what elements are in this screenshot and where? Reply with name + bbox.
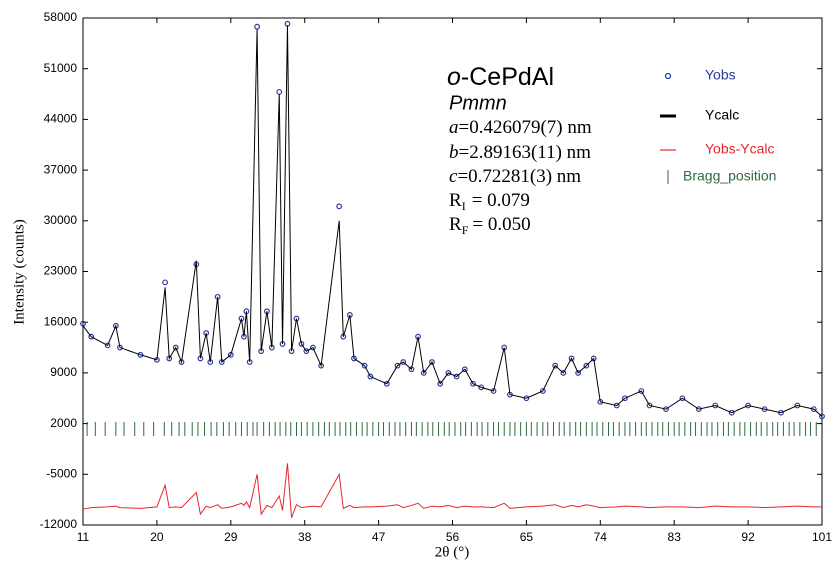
x-tick-label: 74 [594, 530, 608, 544]
symbol: c [449, 166, 458, 187]
space-group: Pmmn [449, 92, 507, 114]
symbol: b [449, 142, 459, 163]
obs-point [437, 380, 444, 387]
obs-point [638, 388, 645, 394]
x-tick-label: 101 [812, 530, 832, 544]
lattice-b: b=2.89163(11) nm [449, 142, 591, 163]
y-tick-label: -12000 [40, 517, 78, 531]
obs-point [394, 362, 401, 369]
obs-point [383, 380, 390, 387]
obs-point [461, 366, 468, 373]
legend-label: Ycalc [705, 107, 739, 123]
obs-point [310, 344, 316, 351]
lattice-a: a=0.426079(7) nm [449, 117, 592, 138]
value: = 0.050 [472, 214, 530, 235]
base: R [449, 190, 462, 211]
obs-point [303, 348, 310, 355]
y-tick-label: 44000 [44, 112, 78, 126]
y-axis-label: Intensity (counts) [11, 219, 27, 324]
legend-marker [664, 72, 672, 80]
obs-point [254, 23, 260, 30]
value: =2.89163(11) nm [459, 142, 592, 163]
obs-point [88, 333, 95, 340]
x-tick-label: 47 [372, 530, 386, 544]
obs-point [622, 395, 628, 402]
obs-point [336, 203, 343, 210]
obs-point [552, 362, 559, 369]
value: =0.426079(7) nm [459, 117, 592, 138]
y-tick-label: 58000 [44, 10, 78, 24]
x-tick-label: 38 [298, 530, 312, 544]
obs-point [583, 362, 590, 369]
base: R [449, 214, 462, 235]
series-line [82, 25, 823, 417]
obs-point [104, 342, 111, 349]
lattice-c: c=0.72281(3) nm [449, 166, 581, 187]
y-tick-label: 30000 [44, 213, 78, 227]
obs-point [367, 373, 374, 380]
obs-point [819, 413, 825, 420]
obs-point [429, 359, 435, 365]
compound-prefix: o [447, 63, 461, 91]
value: =0.72281(3) nm [457, 166, 581, 187]
y-tick-label: 16000 [44, 314, 78, 328]
obs-point [470, 380, 476, 387]
x-tick-label: 65 [520, 530, 534, 544]
legend-label: Bragg_position [683, 168, 776, 184]
y-tick-label: 2000 [50, 416, 77, 430]
obs-point [539, 388, 546, 394]
r-i: RI = 0.079 [449, 190, 530, 212]
obs-point [453, 373, 460, 380]
compound-name: -CePdAl [461, 63, 554, 91]
legend-label: Yobs [705, 67, 736, 83]
obs-point [227, 351, 234, 358]
x-tick-label: 83 [668, 530, 682, 544]
x-tick-label: 56 [446, 530, 460, 544]
legend-item: Yobs-Ycalc [660, 141, 775, 157]
compound-label: o-CePdAl [447, 63, 554, 91]
obs-point [568, 355, 575, 362]
legend-item: Ycalc [660, 107, 739, 123]
obs-point [575, 370, 582, 376]
obs-point [400, 359, 407, 365]
x-tick-label: 11 [77, 530, 90, 544]
obs-point [490, 388, 497, 394]
y-tick-label: 37000 [44, 162, 78, 176]
obs-point [445, 370, 452, 376]
legend-label: Yobs-Ycalc [705, 141, 775, 157]
obs-point [478, 384, 485, 391]
sub: F [462, 223, 469, 237]
obs-point [679, 395, 686, 402]
x-axis-label: 2θ (°) [435, 544, 469, 560]
legend-item: Bragg_position [667, 168, 776, 184]
r-f: RF = 0.050 [449, 214, 531, 236]
sub: I [462, 199, 466, 213]
obs-point [560, 370, 567, 376]
x-tick-label: 92 [741, 530, 755, 544]
obs-point [361, 362, 368, 369]
obs-point [276, 88, 283, 95]
symbol: a [449, 117, 459, 138]
y-tick-label: 9000 [50, 365, 77, 379]
y-tick-label: 51000 [44, 61, 78, 75]
obs-point [728, 409, 735, 416]
y-tick-label: -5000 [46, 466, 77, 480]
y-tick-label: 23000 [44, 264, 78, 278]
value: = 0.079 [472, 190, 530, 211]
obs-point [172, 344, 179, 351]
obs-point [162, 279, 169, 286]
series-line [82, 463, 822, 518]
x-tick-label: 29 [224, 530, 238, 544]
obs-point [137, 351, 144, 358]
x-tick-label: 20 [150, 530, 164, 544]
legend-item: Yobs [664, 67, 736, 83]
